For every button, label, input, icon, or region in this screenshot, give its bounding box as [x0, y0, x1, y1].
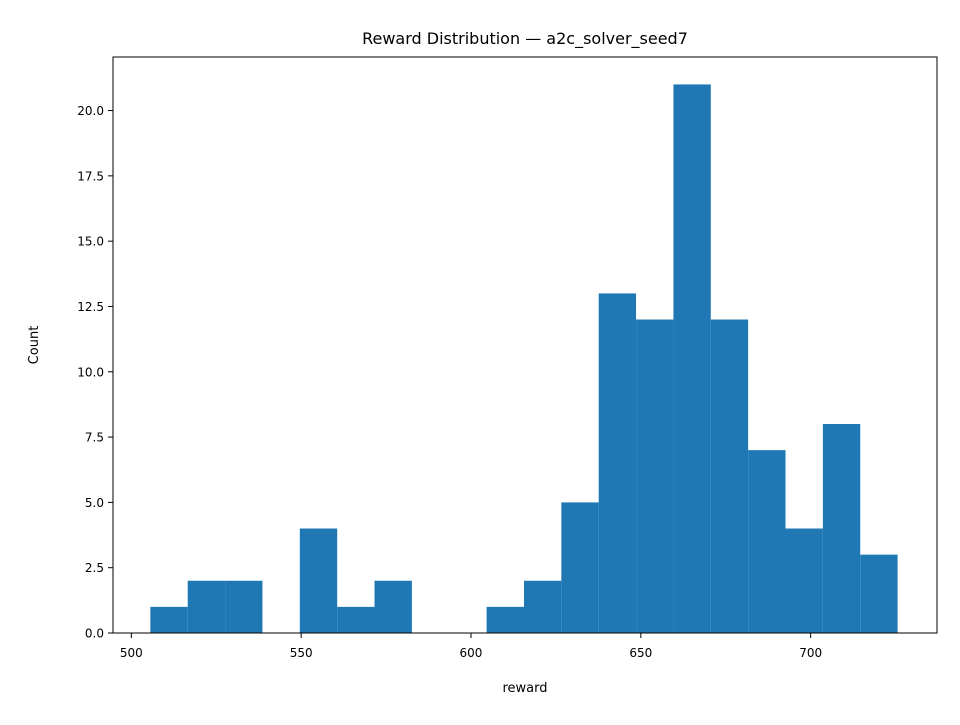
- histogram-bar: [187, 580, 226, 633]
- y-tick-label: 7.5: [85, 431, 104, 445]
- histogram-bar: [673, 84, 711, 634]
- bars-group: [150, 84, 898, 634]
- histogram-bar: [523, 580, 562, 633]
- x-tick-label: 600: [460, 646, 483, 660]
- histogram-bar: [150, 606, 188, 633]
- histogram-bar: [374, 580, 412, 633]
- y-axis-label: Count: [27, 326, 42, 365]
- y-tick-label: 10.0: [77, 365, 104, 379]
- x-tick-label: 550: [290, 646, 313, 660]
- y-tick-label: 20.0: [77, 104, 104, 118]
- y-tick-label: 15.0: [77, 235, 104, 249]
- plot-frame: [112, 56, 938, 634]
- histogram-bar: [785, 528, 823, 633]
- histogram-bar: [748, 450, 786, 633]
- histogram-bar: [337, 606, 375, 633]
- histogram-bar: [598, 293, 637, 633]
- chart-title: Reward Distribution — a2c_solver_seed7: [362, 29, 688, 49]
- y-tick-label: 2.5: [85, 561, 104, 575]
- histogram-bar: [299, 528, 338, 633]
- y-tick-label: 17.5: [77, 169, 104, 183]
- x-axis-label: reward: [502, 681, 547, 696]
- y-tick-label: 12.5: [77, 300, 104, 314]
- x-tick-label: 500: [120, 646, 143, 660]
- histogram-bar: [486, 606, 524, 633]
- x-axis: 500 550 600 650 700: [120, 633, 822, 660]
- histogram-bar: [710, 319, 749, 633]
- y-tick-label: 5.0: [85, 496, 104, 510]
- x-tick-label: 700: [799, 646, 822, 660]
- y-tick-label: 0.0: [85, 627, 104, 641]
- y-axis: 0.0 2.5 5.0 7.5 10.0 12.5 15.0 17.5 20.0: [77, 104, 113, 641]
- histogram-bar: [636, 319, 674, 633]
- histogram-bar: [860, 554, 898, 633]
- histogram-bar: [561, 502, 599, 633]
- x-tick-label: 650: [629, 646, 652, 660]
- histogram-bar: [225, 580, 263, 633]
- histogram-bar: [822, 424, 861, 633]
